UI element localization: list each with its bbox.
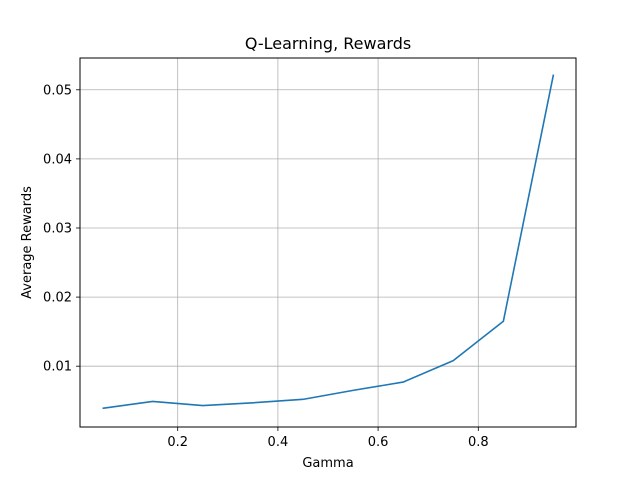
y-tick-label: 0.04 <box>43 152 72 167</box>
y-axis-label: Average Rewards <box>20 186 35 299</box>
y-tick-label: 0.02 <box>43 291 72 306</box>
x-axis-label: Gamma <box>302 456 353 471</box>
y-tick-label: 0.03 <box>43 221 72 236</box>
chart-title: Q-Learning, Rewards <box>245 34 411 53</box>
series-layer <box>102 74 555 410</box>
x-tick-label: 0.2 <box>167 435 188 450</box>
x-tick-label: 0.6 <box>368 435 389 450</box>
series-line <box>102 74 555 410</box>
x-tick-label: 0.8 <box>468 435 489 450</box>
x-tick-label: 0.4 <box>268 435 289 450</box>
plot-frame <box>79 57 577 428</box>
axis-ticks: 0.2 0.4 0.6 0.8 0.01 0.02 0.03 0.04 0.05 <box>43 83 489 450</box>
grid-lines <box>80 58 576 427</box>
y-tick-label: 0.05 <box>43 83 72 98</box>
y-tick-label: 0.01 <box>43 360 72 375</box>
